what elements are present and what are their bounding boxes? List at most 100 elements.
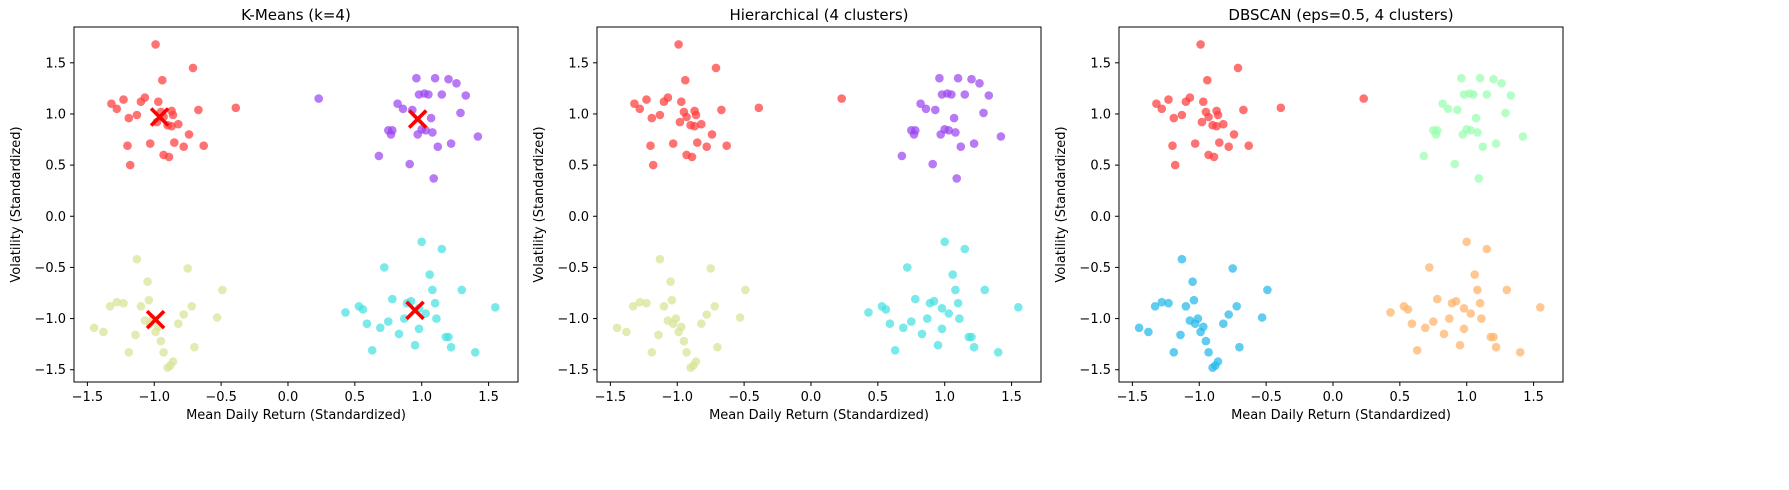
data-point: [947, 90, 956, 99]
data-point: [671, 314, 681, 323]
data-point: [899, 323, 908, 333]
data-point: [112, 297, 122, 307]
scatter-points: [1134, 40, 1545, 373]
data-point: [948, 270, 957, 279]
data-point: [1407, 319, 1417, 329]
data-point: [452, 79, 461, 88]
data-point: [168, 110, 178, 120]
y-tick-label: 1.0: [1090, 107, 1111, 122]
data-point: [960, 244, 970, 254]
x-tick-label: −0.5: [1250, 390, 1282, 405]
data-point: [937, 324, 947, 334]
data-point: [358, 305, 368, 314]
y-tick-label: −1.0: [1079, 312, 1111, 327]
data-point: [953, 298, 963, 308]
data-point: [1224, 142, 1233, 151]
data-point: [667, 295, 677, 305]
data-point: [164, 152, 174, 162]
data-point: [424, 90, 433, 99]
data-point: [132, 110, 142, 120]
data-point: [1466, 309, 1475, 318]
data-point: [231, 103, 241, 113]
data-point: [1204, 112, 1213, 122]
x-tick-label: 1.0: [934, 390, 955, 405]
data-point: [710, 302, 719, 311]
data-point: [1201, 336, 1211, 346]
data-point: [410, 340, 420, 350]
plot-area: [73, 26, 519, 383]
data-point: [125, 160, 135, 170]
data-point: [145, 139, 155, 148]
data-point: [1386, 308, 1395, 317]
data-point: [1164, 95, 1173, 104]
data-point: [107, 99, 116, 108]
data-point: [156, 336, 166, 346]
data-point: [956, 142, 966, 151]
data-point: [119, 298, 128, 308]
data-point: [144, 295, 154, 305]
data-point: [911, 126, 920, 135]
chart-panel-3: DBSCAN (eps=0.5, 4 clusters) −1.5 −1.0 −0.5…: [1054, 6, 1564, 423]
y-tick-label: 1.5: [568, 56, 589, 71]
data-point: [1443, 104, 1453, 114]
data-point: [674, 327, 683, 337]
x-tick-label: 1.0: [411, 390, 432, 405]
data-point: [394, 329, 404, 339]
data-point: [1497, 79, 1506, 88]
data-point: [951, 285, 960, 295]
data-point: [1239, 105, 1248, 115]
data-point: [642, 298, 651, 308]
data-point: [168, 357, 178, 366]
data-point: [1359, 94, 1368, 103]
data-point: [131, 330, 140, 340]
data-point: [456, 108, 465, 118]
data-point: [1229, 130, 1239, 139]
data-point: [717, 105, 726, 115]
x-tick-label: 0.5: [1389, 390, 1410, 405]
y-axis-label: Volatility (Standardized): [1054, 126, 1069, 282]
data-point: [124, 348, 134, 357]
data-point: [151, 40, 160, 49]
data-point: [937, 304, 947, 313]
data-point: [969, 342, 979, 352]
data-point: [429, 174, 439, 183]
data-point: [174, 119, 183, 129]
data-point: [446, 342, 456, 352]
y-tick-label: −1.5: [557, 363, 589, 378]
data-point: [668, 139, 678, 148]
data-point: [1224, 310, 1233, 319]
data-point: [647, 348, 657, 357]
data-point: [1455, 340, 1465, 350]
data-point: [916, 99, 925, 108]
data-point: [179, 310, 188, 319]
data-point: [473, 132, 483, 141]
data-point: [1433, 126, 1442, 135]
x-tick-label: 1.5: [1523, 390, 1544, 405]
data-point: [1209, 152, 1219, 162]
data-point: [903, 263, 912, 272]
data-point: [711, 63, 721, 73]
data-point: [1244, 141, 1253, 150]
data-point: [1157, 297, 1167, 307]
data-point: [1502, 285, 1512, 295]
data-point: [446, 139, 456, 148]
x-tick-label: −1.5: [1117, 390, 1149, 405]
data-point: [1439, 329, 1449, 339]
data-point: [430, 73, 440, 83]
data-point: [1232, 302, 1241, 311]
data-point: [380, 263, 389, 272]
data-point: [124, 113, 134, 123]
chart-title: DBSCAN (eps=0.5, 4 clusters): [1228, 6, 1453, 24]
data-point: [159, 348, 168, 357]
x-tick-label: 1.5: [1001, 390, 1022, 405]
x-tick-label: 0.0: [801, 390, 822, 405]
data-point: [412, 73, 421, 83]
data-point: [1489, 74, 1498, 84]
data-point: [697, 119, 706, 129]
data-point: [1228, 264, 1237, 273]
data-point: [405, 159, 415, 169]
data-point: [1429, 317, 1438, 326]
data-point: [444, 74, 453, 84]
data-point: [929, 296, 939, 306]
y-tick-label: −1.0: [34, 312, 66, 327]
